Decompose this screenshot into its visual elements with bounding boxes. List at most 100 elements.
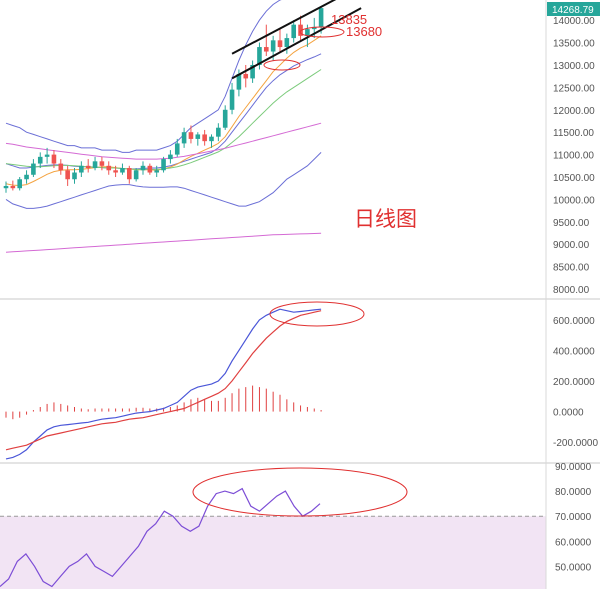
macd-y-axis: 600.0000 400.0000 200.0000 0.0000 -200.0000 — [553, 316, 598, 449]
candle-body — [209, 136, 214, 142]
candle-body — [65, 170, 70, 180]
bollinger-lower — [5, 152, 322, 209]
rsi-band — [0, 515, 546, 589]
candle-body — [243, 73, 249, 79]
macd-tick-label: 0.0000 — [553, 408, 584, 419]
candle-body — [44, 154, 50, 157]
moving-average-line — [5, 232, 322, 253]
candle-body — [161, 159, 166, 171]
rsi-tick-label: 50.0000 — [555, 562, 592, 573]
price-trendlines — [231, 0, 362, 80]
candle-body — [51, 154, 57, 164]
rsi-line — [0, 487, 321, 588]
macd-tick-label: 200.0000 — [553, 377, 595, 388]
price-annotations: 13835 13680 — [331, 12, 382, 39]
candle-body — [236, 73, 242, 90]
candle-body — [37, 156, 43, 164]
candle-body — [305, 29, 310, 36]
price-tick-label: 8000.00 — [553, 285, 590, 296]
price-tick-label: 9000.00 — [553, 240, 590, 251]
macd-tick-label: -200.0000 — [553, 438, 598, 449]
price-tick-label: 12500.00 — [553, 83, 595, 94]
candle-body — [250, 64, 255, 79]
candle-body — [85, 165, 91, 169]
candle-body — [229, 89, 235, 110]
candle-body — [264, 47, 269, 52]
candle-body — [318, 8, 324, 27]
candle-body — [168, 154, 173, 160]
candle-body — [195, 134, 201, 139]
candle-body — [17, 179, 22, 189]
candle-body — [181, 132, 187, 144]
candle-body — [127, 168, 132, 180]
rsi-y-axis: 90.0000 80.0000 70.0000 60.0000 50.0000 — [555, 462, 592, 573]
last-price-label: 14268.79 — [547, 2, 600, 16]
macd-dif-line — [5, 308, 322, 460]
candle-body — [277, 40, 283, 48]
candle-body — [99, 161, 105, 166]
price-tick-label: 10500.00 — [553, 173, 595, 184]
svg-text:14268.79: 14268.79 — [552, 5, 594, 16]
annotation-13835: 13835 — [331, 12, 367, 27]
candle-body — [270, 40, 276, 52]
macd-highlight-ellipse — [269, 301, 365, 327]
rsi-tick-label: 60.0000 — [555, 537, 592, 548]
candle-body — [31, 163, 36, 175]
price-highlight-ellipse — [299, 26, 345, 38]
price-y-axis: 14000.00 13500.00 13000.00 12500.00 12000.00… — [553, 16, 595, 296]
macd-histogram — [5, 385, 322, 420]
trendline — [231, 7, 362, 80]
candle-body — [154, 170, 159, 173]
macd-dea-line — [5, 310, 322, 451]
price-tick-label: 11000.00 — [553, 151, 594, 162]
candle-body — [284, 38, 290, 48]
candle-body — [79, 165, 84, 173]
price-tick-label: 12000.00 — [553, 106, 595, 117]
price-highlight-ellipse — [263, 59, 301, 71]
candle-body — [174, 143, 180, 155]
candle-body — [133, 170, 139, 180]
price-tick-label: 10000.00 — [553, 195, 595, 206]
candle-body — [202, 134, 207, 142]
trendline — [231, 0, 337, 55]
rsi-tick-label: 90.0000 — [555, 462, 592, 473]
macd-tick-label: 400.0000 — [553, 346, 595, 357]
chart-title: 日线图 — [354, 208, 417, 231]
candle-body — [140, 165, 146, 171]
candle-body — [10, 185, 16, 189]
candle-body — [257, 47, 262, 65]
candle-body — [291, 24, 296, 39]
price-tick-label: 14000.00 — [553, 16, 595, 27]
candle-body — [113, 170, 118, 173]
candle-body — [311, 26, 317, 30]
price-tick-label: 11500.00 — [553, 128, 594, 139]
candle-body — [72, 172, 77, 180]
candle-body — [58, 163, 64, 171]
price-candles — [3, 6, 324, 193]
candle-body — [216, 127, 221, 137]
price-tick-label: 9500.00 — [553, 218, 590, 229]
candle-body — [147, 165, 153, 173]
candle-body — [92, 161, 98, 169]
highlight-ellipses — [192, 26, 408, 517]
macd-tick-label: 600.0000 — [553, 316, 595, 327]
candle-body — [188, 132, 194, 139]
candle-body — [24, 174, 29, 180]
candle-body — [3, 185, 9, 189]
candle-body — [222, 109, 228, 128]
price-tick-label: 13000.00 — [553, 61, 595, 72]
rsi-tick-label: 70.0000 — [555, 512, 592, 523]
annotation-13680: 13680 — [346, 24, 382, 39]
price-tick-label: 13500.00 — [553, 39, 595, 50]
candle-body — [120, 168, 125, 173]
macd-lines — [5, 308, 322, 460]
rsi-highlight-ellipse — [192, 467, 408, 517]
rsi-band-fill — [0, 516, 546, 589]
rsi-line-group — [0, 487, 321, 588]
rsi-tick-label: 80.0000 — [555, 487, 592, 498]
bollinger-upper — [5, 0, 282, 153]
price-tick-label: 8500.00 — [553, 263, 590, 274]
candle-body — [106, 165, 112, 171]
